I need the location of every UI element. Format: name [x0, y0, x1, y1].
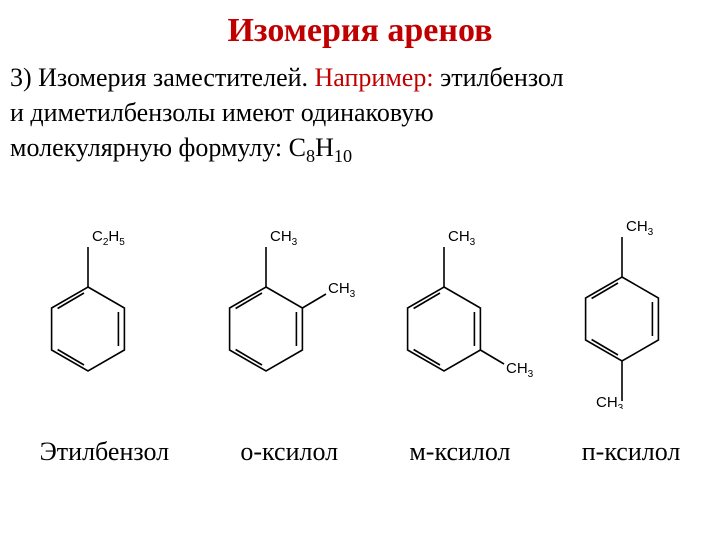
formula-sub2: 10: [334, 146, 352, 166]
molecular-formula: C8H10: [289, 133, 352, 162]
me1-sub: 3: [470, 237, 476, 248]
me1-sub: 3: [648, 227, 654, 238]
o-xylene-svg: CH3 CH3: [186, 189, 356, 409]
label-ethylbenzene: Этилбензол: [40, 437, 170, 467]
structure-m-xylene: CH3 CH3: [364, 189, 534, 409]
p-xylene-svg: CH3 CH3: [542, 189, 712, 409]
ethyl-group-label: C2H5: [92, 228, 125, 248]
methyl-1: CH3: [626, 218, 654, 238]
formula-c: C: [289, 133, 306, 162]
label-o-xylene: о-ксилол: [240, 437, 338, 467]
desc-line-2: и диметилбензолы имеют одинаковую: [10, 95, 710, 130]
me1-ch: CH: [626, 218, 648, 235]
m-xylene-svg: CH3 CH3: [364, 189, 534, 409]
structure-o-xylene: CH3 CH3: [186, 189, 356, 409]
label-m-xylene: м-ксилол: [409, 437, 510, 467]
ethyl-sub2: 5: [119, 237, 125, 248]
structures-row: C2H5 CH3 CH3: [0, 189, 720, 409]
ethylbenzene-svg: C2H5: [8, 189, 178, 409]
desc-line-1: 3) Изомерия заместителей. Например: этил…: [10, 60, 710, 95]
structure-p-xylene: CH3 CH3: [542, 189, 712, 409]
labels-row: Этилбензол о-ксилол м-ксилол п-ксилол: [0, 437, 720, 467]
benzene-ring: [408, 247, 504, 371]
benzene-ring: [230, 247, 326, 371]
formula-sub1: 8: [306, 146, 315, 166]
ethyl-c: C: [92, 228, 103, 245]
desc-line-3: молекулярную формулу: C8H10: [10, 130, 710, 169]
ethyl-h: H: [108, 228, 119, 245]
desc-highlight: Например:: [315, 63, 434, 92]
me2-ch: CH: [328, 280, 350, 297]
structure-ethylbenzene: C2H5: [8, 189, 178, 409]
desc-line3-prefix: молекулярную формулу:: [10, 133, 289, 162]
me1-ch: CH: [270, 228, 292, 245]
desc-suffix: этилбензол: [434, 63, 564, 92]
desc-prefix: 3) Изомерия заместителей.: [10, 63, 315, 92]
description-block: 3) Изомерия заместителей. Например: этил…: [0, 60, 720, 169]
methyl-1: CH3: [448, 228, 476, 248]
me3-ch: CH: [506, 360, 528, 377]
methyl-2: CH3: [328, 280, 356, 300]
label-p-xylene: п-ксилол: [582, 437, 681, 467]
methyl-1: CH3: [270, 228, 298, 248]
me2-sub: 3: [350, 289, 356, 300]
benzene-ring: [52, 247, 125, 371]
me1-ch: CH: [448, 228, 470, 245]
page-title: Изомерия аренов: [0, 12, 720, 50]
methyl-4: CH3: [596, 394, 624, 409]
formula-h: H: [315, 133, 334, 162]
methyl-3: CH3: [506, 360, 534, 380]
benzene-ring: [586, 237, 659, 401]
me1-sub: 3: [292, 237, 298, 248]
me3-sub: 3: [528, 369, 534, 380]
